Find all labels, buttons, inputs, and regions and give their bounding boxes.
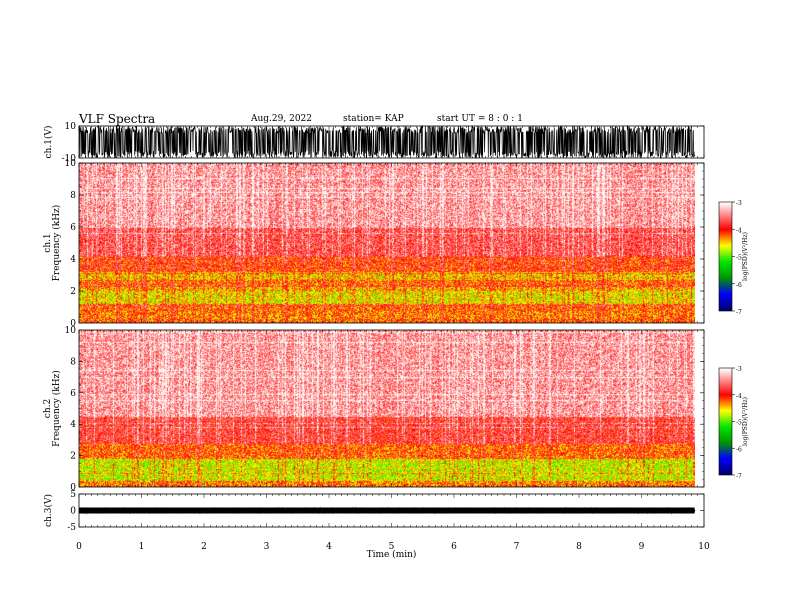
y-tick-label: -5 — [67, 523, 76, 533]
y-tick-label: 5 — [70, 490, 76, 500]
y-tick-label: 2 — [70, 452, 76, 462]
y-tick-label: 8 — [70, 357, 76, 367]
y-tick-label: -10 — [62, 154, 77, 164]
colorbar-tick-label: -6 — [736, 282, 742, 289]
y-tick-label: 0 — [70, 507, 76, 517]
x-axis-label: Time (min) — [367, 549, 417, 560]
colorbar-label: log(PSD)(V²/Hz) — [742, 232, 749, 281]
y-tick-label: 4 — [70, 255, 76, 265]
colorbar-tick-label: -7 — [736, 473, 742, 480]
colorbar-tick-label: -7 — [736, 309, 742, 316]
colorbar-tick-label: -4 — [736, 227, 742, 234]
date-label: Aug.29, 2022 — [251, 114, 312, 124]
y-axis-label: ch.1 — [43, 233, 53, 252]
y-axis-label: ch.1(V) — [43, 126, 54, 159]
colorbar-2 — [719, 368, 732, 475]
x-tick-label: 1 — [139, 542, 145, 552]
y-tick-label: 2 — [70, 287, 76, 297]
y-tick-label: 10 — [65, 326, 77, 336]
y-tick-label: 0 — [70, 483, 76, 493]
x-tick-label: 9 — [639, 542, 645, 552]
ch3-band — [79, 507, 695, 514]
x-tick-label: 2 — [201, 542, 207, 552]
y-axis-label: ch.3(V) — [43, 494, 54, 527]
y-tick-label: 4 — [70, 420, 76, 430]
x-tick-label: 10 — [698, 542, 710, 552]
y-axis-label: ch.2 — [43, 399, 53, 418]
colorbar-tick-label: -6 — [736, 446, 742, 453]
colorbar-label: log(PSD)(V²/Hz) — [742, 397, 749, 446]
colorbar-tick-label: -3 — [736, 200, 742, 207]
y-tick-label: 0 — [70, 319, 76, 329]
x-tick-label: 8 — [576, 542, 582, 552]
colorbar-tick-label: -5 — [736, 255, 742, 262]
x-tick-label: 3 — [264, 542, 270, 552]
ch2-spectrogram-image — [79, 330, 695, 487]
x-tick-label: 0 — [76, 542, 82, 552]
y-axis-label: Frequency (kHz) — [51, 205, 62, 282]
ch1-waveform-trace — [78, 124, 695, 159]
chart-title: VLF Spectra — [79, 112, 156, 126]
colorbar-tick-label: -4 — [736, 393, 742, 400]
x-tick-label: 4 — [326, 542, 332, 552]
x-tick-label: 6 — [451, 542, 457, 552]
y-tick-label: 10 — [65, 122, 77, 132]
y-axis-label: Frequency (kHz) — [51, 370, 62, 447]
x-tick-label: 5 — [389, 542, 395, 552]
y-tick-label: 6 — [70, 389, 76, 399]
colorbar-tick-label: -3 — [736, 366, 742, 373]
colorbar-tick-label: -5 — [736, 420, 742, 427]
y-tick-label: 8 — [70, 191, 76, 201]
station-label: station= KAP — [343, 114, 404, 124]
ch1-spectrogram-image — [79, 163, 695, 323]
start-time-label: start UT = 8 : 0 : 1 — [437, 114, 523, 124]
colorbar-1 — [719, 202, 732, 311]
y-tick-label: 6 — [70, 223, 76, 233]
y-tick-label: 10 — [65, 159, 77, 169]
x-tick-label: 7 — [514, 542, 520, 552]
